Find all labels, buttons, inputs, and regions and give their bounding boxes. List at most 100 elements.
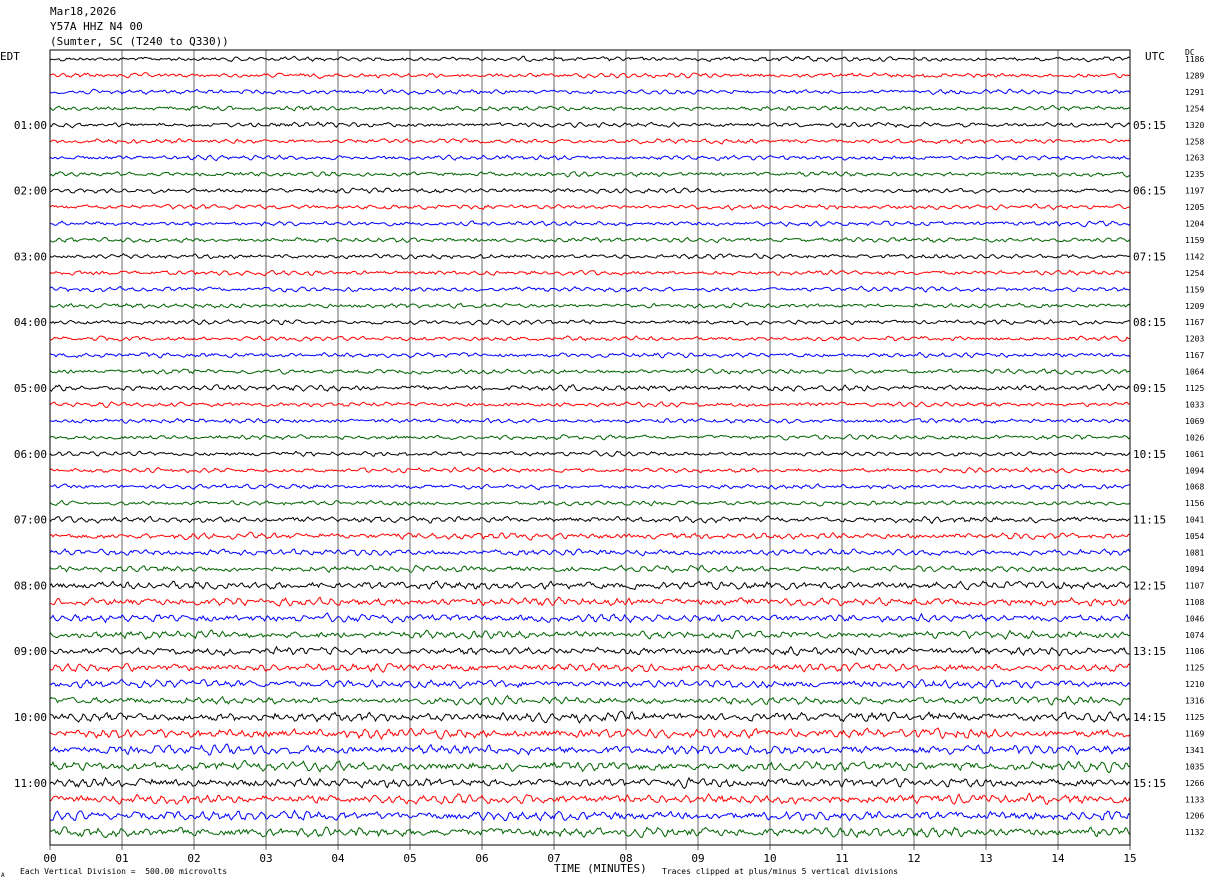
dc-offset-label: 1026 xyxy=(1185,433,1204,442)
right-time-label: 12:15 xyxy=(1133,579,1166,592)
dc-offset-label: 1210 xyxy=(1185,680,1204,689)
x-tick-label: 00 xyxy=(43,852,56,865)
x-tick-label: 09 xyxy=(691,852,704,865)
seismic-trace xyxy=(49,121,1131,129)
seismic-trace xyxy=(49,285,1131,293)
seismic-trace xyxy=(49,351,1131,359)
left-time-label: 02:00 xyxy=(14,185,47,198)
dc-offset-label: 1156 xyxy=(1185,499,1204,508)
seismic-trace xyxy=(49,759,1130,774)
dc-offset-label: 1069 xyxy=(1185,417,1204,426)
header-location: (Sumter, SC (T240 to Q330)) xyxy=(50,35,229,48)
seismic-trace xyxy=(49,318,1131,326)
scale-note: Each Vertical Division = 500.00 microvol… xyxy=(20,867,228,876)
right-time-label: 15:15 xyxy=(1133,777,1166,790)
dc-offset-label: 1033 xyxy=(1185,400,1204,409)
plot-frame xyxy=(49,49,1131,846)
dc-offset-label: 1266 xyxy=(1185,779,1204,788)
x-tick-label: 14 xyxy=(1051,852,1065,865)
seismic-trace xyxy=(49,335,1131,342)
seismic-trace xyxy=(49,269,1131,277)
clip-note: Traces clipped at plus/minus 5 vertical … xyxy=(662,867,899,876)
dc-offset-label: 1186 xyxy=(1185,55,1204,64)
x-tick-label: 07 xyxy=(547,852,560,865)
seismic-trace xyxy=(49,809,1131,822)
left-time-label: 06:00 xyxy=(14,448,47,461)
right-time-label: 06:15 xyxy=(1133,185,1166,198)
seismic-trace xyxy=(49,499,1131,507)
axis-labels: 01:00 02:00 03:00 04:00 05:00 06:00 07:00 08:00… xyxy=(14,55,1205,865)
seismic-trace xyxy=(49,826,1131,839)
x-tick-label: 13 xyxy=(979,852,992,865)
left-time-label: 07:00 xyxy=(14,514,47,527)
left-time-label: 10:00 xyxy=(14,711,47,724)
x-tick-label: 01 xyxy=(115,852,128,865)
seismic-trace xyxy=(49,580,1131,591)
dc-offset-label: 1107 xyxy=(1185,581,1204,590)
seismic-trace xyxy=(49,368,1131,375)
dc-offset-label: 1068 xyxy=(1185,483,1204,492)
x-tick-label: 10 xyxy=(763,852,776,865)
seismic-trace xyxy=(49,170,1131,178)
seismic-trace xyxy=(49,253,1131,260)
seismic-trace xyxy=(49,105,1131,112)
dc-offset-label: 1254 xyxy=(1185,104,1204,113)
dc-offset-label: 1054 xyxy=(1185,532,1204,541)
seismic-trace xyxy=(49,433,1131,441)
dc-offset-label: 1167 xyxy=(1185,318,1204,327)
dc-offset-label: 1205 xyxy=(1185,203,1204,212)
seismic-trace xyxy=(49,55,1131,63)
seismic-trace xyxy=(49,662,1131,674)
x-tick-label: 05 xyxy=(403,852,416,865)
right-time-label: 10:15 xyxy=(1133,448,1166,461)
dc-offset-label: 1064 xyxy=(1185,368,1204,377)
dc-offset-label: 1316 xyxy=(1185,697,1204,706)
minute-gridlines xyxy=(49,50,1131,850)
dc-offset-label: 1046 xyxy=(1185,614,1204,623)
seismic-trace xyxy=(49,710,1131,724)
right-time-label: 08:15 xyxy=(1133,316,1166,329)
seismic-trace xyxy=(49,629,1131,641)
seismic-trace xyxy=(49,612,1131,624)
seismic-trace xyxy=(49,645,1131,657)
seismic-trace xyxy=(49,515,1131,525)
dc-offset-label: 1094 xyxy=(1185,565,1204,574)
dc-offset-label: 1074 xyxy=(1185,631,1204,640)
dc-offset-label: 1254 xyxy=(1185,269,1204,278)
seismic-trace xyxy=(49,531,1131,541)
seismic-trace xyxy=(49,776,1131,790)
x-tick-label: 06 xyxy=(475,852,488,865)
x-tick-label: 04 xyxy=(331,852,345,865)
corner-mark: A xyxy=(1,872,5,879)
x-tick-label: 15 xyxy=(1123,852,1136,865)
seismic-trace xyxy=(49,743,1131,756)
seismic-trace xyxy=(49,694,1131,706)
seismic-trace xyxy=(49,138,1131,145)
dc-offset-label: 1204 xyxy=(1185,220,1204,229)
dc-offset-label: 1159 xyxy=(1185,236,1204,245)
seismic-trace xyxy=(49,678,1131,690)
seismic-trace xyxy=(49,792,1131,805)
dc-column-label: DC xyxy=(1185,48,1195,57)
seismic-trace xyxy=(49,236,1131,244)
x-tick-label: 02 xyxy=(187,852,200,865)
dc-offset-label: 1159 xyxy=(1185,285,1204,294)
seismic-trace xyxy=(49,596,1131,607)
seismic-trace xyxy=(49,483,1131,491)
dc-offset-label: 1291 xyxy=(1185,88,1204,97)
dc-offset-label: 1094 xyxy=(1185,466,1204,475)
left-time-label: 03:00 xyxy=(14,250,47,263)
dc-offset-label: 1235 xyxy=(1185,170,1204,179)
left-timezone-label: EDT xyxy=(0,50,20,63)
seismic-trace xyxy=(49,72,1131,80)
dc-offset-label: 1125 xyxy=(1185,713,1204,722)
dc-offset-label: 1341 xyxy=(1185,746,1204,755)
right-time-label: 09:15 xyxy=(1133,382,1166,395)
dc-offset-label: 1320 xyxy=(1185,121,1204,130)
dc-offset-label: 1169 xyxy=(1185,729,1204,738)
dc-offset-label: 1106 xyxy=(1185,647,1204,656)
x-tick-label: 08 xyxy=(619,852,632,865)
right-time-label: 05:15 xyxy=(1133,119,1166,132)
dc-offset-label: 1142 xyxy=(1185,252,1204,261)
dc-offset-label: 1132 xyxy=(1185,828,1204,837)
